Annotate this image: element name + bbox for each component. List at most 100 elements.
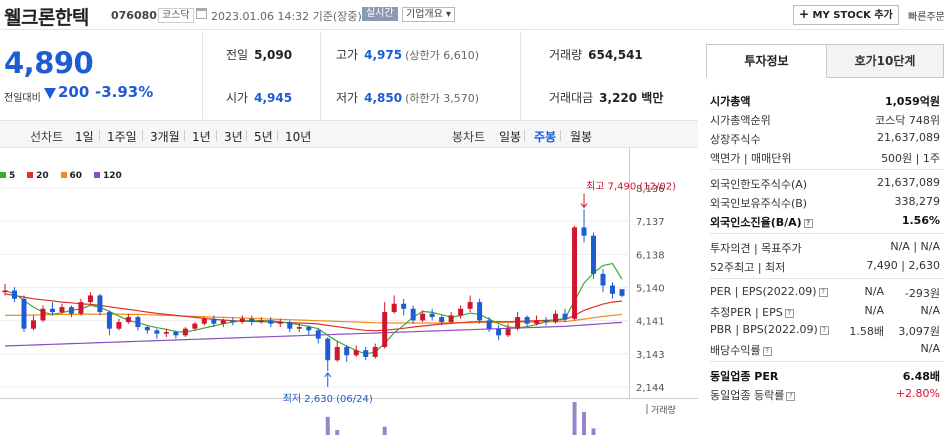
candle-body [534, 320, 540, 324]
period-1y[interactable]: 1년 [192, 130, 211, 144]
period-3y[interactable]: 3년 [224, 130, 243, 144]
candle-body [268, 320, 274, 324]
legend-item-ma120: 120 [93, 171, 122, 181]
candle-body [486, 320, 492, 329]
candle-body [40, 308, 46, 321]
info-label: 추정PER | EPS? [710, 304, 794, 320]
info-row: 투자의견 | 목표주가 N/A | N/A [710, 238, 944, 257]
period-3m[interactable]: 3개월 [150, 130, 180, 144]
market-badge: 코스닥 [158, 8, 194, 23]
candle-body [173, 332, 179, 336]
candle-weekly[interactable]: 주봉 [534, 130, 557, 144]
candle-body [619, 289, 625, 296]
volume-label-marker [646, 404, 648, 414]
stat-amount: 거래대금 3,220 백만 [549, 89, 663, 106]
candle-body [163, 332, 169, 334]
legend-label: 20 [36, 171, 49, 181]
info-row: 외국인소진율(B/A)? 1.56% [710, 212, 944, 231]
candle-body [353, 350, 359, 356]
control-separator [99, 130, 100, 141]
control-separator [524, 130, 525, 141]
investment-info-panel: 투자정보 호가10단계 시가총액 1,059억원 시가총액순위 코스닥 748위 상장주… [706, 44, 944, 435]
info-label: 외국인소진율(B/A)? [710, 214, 813, 230]
divider [520, 31, 521, 119]
candle-body [315, 330, 321, 339]
candle-body [78, 302, 84, 314]
info-row: 시가총액 1,059억원 [710, 91, 944, 110]
period-5y[interactable]: 5년 [254, 130, 273, 144]
legend-item-ma5: 5 [0, 171, 15, 181]
candle-body [287, 322, 293, 329]
chart-controls: 선차트 1일 1주일 3개월 1년 3년 5년 10년 봉차트 일봉 주봉 월봉 [0, 120, 698, 148]
control-separator [216, 130, 217, 141]
info-row: 액면가 | 매매단위 500원 | 1주 [710, 148, 944, 167]
quick-order-link[interactable]: 빠른주문 [908, 12, 944, 23]
y-tick-label: 6,138 [636, 250, 665, 261]
info-value: 3,097원 [898, 325, 940, 338]
candle-body [410, 308, 416, 321]
help-icon[interactable]: ? [762, 347, 772, 356]
panel-divider [710, 233, 944, 234]
candle-daily[interactable]: 일봉 [499, 130, 522, 144]
lower-limit: (하한가 3,570) [405, 92, 479, 105]
candle-body [258, 320, 264, 323]
add-mystock-button[interactable]: + MY STOCK 추가 [793, 5, 899, 25]
info-mid-value: N/A [864, 304, 884, 317]
info-label: 외국인한도주식수(A) [710, 178, 808, 191]
stat-open: 시가 4,945 [226, 89, 292, 106]
stat-label: 거래대금 [549, 91, 594, 105]
info-label: PBR | BPS(2022.09)? [710, 323, 829, 336]
realtime-button[interactable]: 실시간 [362, 7, 398, 21]
price-change: 200 [58, 83, 90, 101]
control-separator [560, 130, 561, 141]
help-icon[interactable]: ? [803, 219, 813, 228]
info-label: 배당수익률? [710, 342, 772, 358]
tab-order-book[interactable]: 호가10단계 [827, 44, 944, 78]
stat-high: 고가 4,975 (상한가 6,610) [336, 46, 479, 63]
volume-bar [582, 411, 587, 435]
info-value: +2.80% [895, 387, 940, 400]
candle-body [334, 346, 340, 361]
compare-label: 전일대비 [4, 93, 41, 104]
candle-body [458, 308, 464, 316]
stat-label: 전일 [226, 48, 249, 62]
tab-investment-info[interactable]: 투자정보 [706, 44, 827, 78]
volume-bar [335, 430, 340, 435]
candle-body [87, 295, 93, 303]
stat-volume: 거래량 654,541 [549, 46, 643, 63]
info-label: 상장주식수 [710, 133, 761, 146]
candle-body [97, 295, 103, 313]
period-1w[interactable]: 1주일 [107, 130, 137, 144]
panel-divider [710, 278, 944, 279]
legend-item-ma20: 20 [27, 171, 49, 181]
period-1d[interactable]: 1일 [75, 130, 94, 144]
help-icon[interactable]: ? [786, 392, 796, 401]
info-value: 500원 | 1주 [881, 152, 940, 165]
stat-value: 4,945 [254, 91, 293, 105]
candle-body [59, 307, 65, 313]
line-chart-label: 선차트 [30, 130, 64, 144]
info-label: 투자의견 | 목표주가 [710, 242, 802, 255]
stock-chart[interactable]: 8,136 7,137 6,138 5,140 4,141 3,143 2,144 최고 7,… [0, 148, 698, 435]
help-icon[interactable]: ? [818, 288, 828, 297]
company-overview-dropdown[interactable]: 기업개요 ▾ [402, 7, 456, 22]
help-icon[interactable]: ? [819, 326, 829, 335]
y-tick-label: 8,136 [636, 184, 665, 195]
info-tabs: 투자정보 호가10단계 [706, 44, 944, 78]
candle-body [2, 290, 8, 293]
chevron-down-icon: ▾ [446, 9, 452, 20]
help-icon[interactable]: ? [784, 309, 794, 318]
candle-body [182, 328, 188, 336]
candle-body [429, 313, 435, 318]
candle-body [600, 273, 606, 286]
stat-value: 3,220 백만 [599, 91, 664, 105]
info-label: 동일업종 PER [710, 370, 779, 383]
candle-monthly[interactable]: 월봉 [570, 130, 593, 144]
info-row: 추정PER | EPS? N/A N/A [710, 302, 944, 321]
candle-body [49, 308, 55, 313]
volume-bar [572, 402, 577, 435]
info-row: 외국인보유주식수(B) 338,279 [710, 193, 944, 212]
period-10y[interactable]: 10년 [285, 130, 312, 144]
legend-label: 60 [69, 171, 83, 181]
candle-body [135, 317, 141, 328]
